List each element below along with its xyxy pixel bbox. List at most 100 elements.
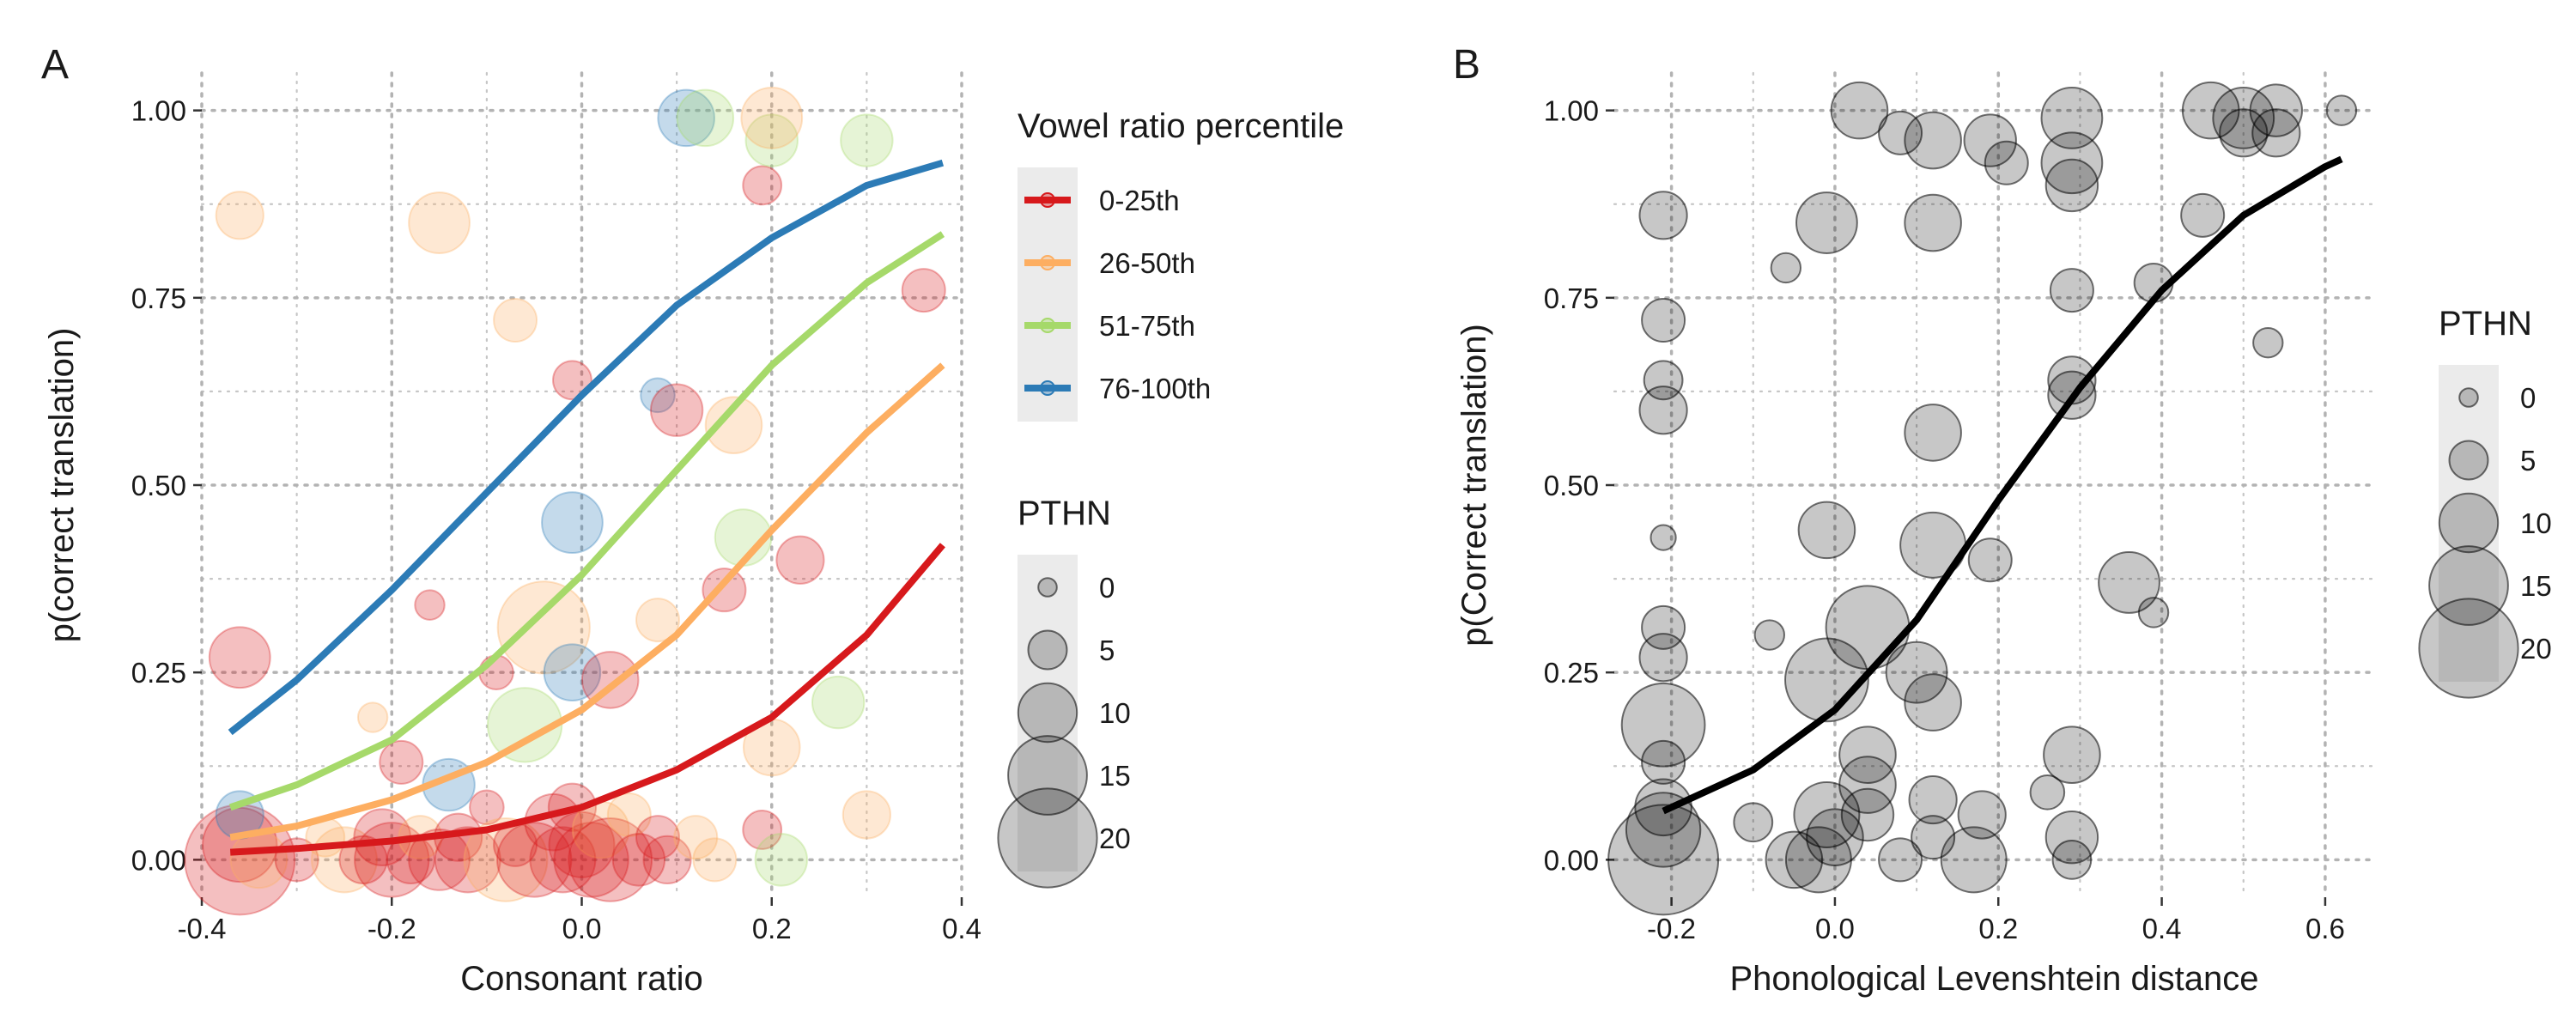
data-point bbox=[676, 88, 735, 148]
legend-size-circle bbox=[997, 787, 1098, 889]
data-point bbox=[1878, 110, 1923, 155]
x-tick-label: 0.2 bbox=[752, 913, 792, 944]
panel-b-legend: PTHN 0 5 10 15 20 bbox=[2418, 305, 2552, 699]
legend-title: PTHN bbox=[1018, 495, 1111, 532]
data-point bbox=[1641, 298, 1686, 343]
data-point bbox=[673, 815, 719, 860]
data-point bbox=[1838, 726, 1897, 784]
x-tick-label: 0.4 bbox=[2142, 913, 2182, 944]
data-point bbox=[775, 535, 825, 585]
data-point bbox=[1878, 837, 1923, 883]
x-tick-label: 0.4 bbox=[942, 913, 981, 944]
data-point bbox=[408, 828, 471, 891]
data-point bbox=[2137, 597, 2170, 628]
data-point bbox=[840, 113, 894, 167]
y-tick-label: 0.00 bbox=[1544, 844, 1599, 876]
data-point bbox=[548, 811, 616, 878]
legend-title: PTHN bbox=[2439, 305, 2532, 343]
data-point bbox=[1830, 81, 1889, 140]
data-point bbox=[469, 789, 505, 826]
data-point bbox=[1904, 404, 1962, 462]
x-tick-label: 0.0 bbox=[562, 913, 602, 944]
fit-line bbox=[1662, 155, 2343, 815]
data-point bbox=[1733, 802, 1774, 843]
data-point bbox=[742, 810, 783, 850]
data-point bbox=[1963, 113, 2017, 167]
data-point bbox=[1770, 252, 1802, 284]
data-point bbox=[2049, 268, 2094, 313]
data-point bbox=[2249, 83, 2304, 137]
legend-label: 5 bbox=[2520, 445, 2536, 477]
data-point bbox=[1638, 386, 1688, 435]
data-point bbox=[1885, 641, 1948, 704]
y-tick-label: 1.00 bbox=[131, 95, 186, 127]
data-point bbox=[1753, 619, 1786, 651]
legend-label: 26-50th bbox=[1099, 247, 1195, 279]
data-point bbox=[495, 822, 573, 898]
panel-a-legends: Vowel ratio percentile 0-25th 26-50th 51-75… bbox=[997, 107, 1344, 889]
data-point bbox=[2043, 726, 2101, 784]
data-point bbox=[692, 837, 738, 883]
data-point bbox=[541, 491, 604, 555]
data-point bbox=[568, 817, 653, 902]
data-point bbox=[1649, 524, 1677, 551]
data-point bbox=[1625, 792, 1702, 868]
data-point bbox=[754, 833, 809, 887]
data-point bbox=[1641, 739, 1686, 785]
legend-label: 10 bbox=[2520, 507, 2552, 539]
y-tick-label: 0.50 bbox=[131, 470, 186, 501]
legend-size-circle bbox=[1017, 682, 1078, 744]
data-point bbox=[434, 826, 501, 894]
data-point bbox=[744, 113, 799, 167]
legend-size-circle bbox=[2428, 545, 2509, 626]
data-point bbox=[1940, 826, 2008, 894]
data-point bbox=[2212, 86, 2275, 149]
data-point bbox=[379, 739, 424, 785]
data-point bbox=[704, 396, 763, 454]
data-point bbox=[543, 643, 602, 701]
data-point bbox=[657, 88, 715, 148]
data-point bbox=[702, 568, 747, 613]
y-tick-label: 1.00 bbox=[1544, 95, 1599, 127]
data-point bbox=[1908, 774, 1958, 825]
data-point bbox=[1840, 787, 1895, 842]
data-point bbox=[1806, 808, 1864, 866]
data-point bbox=[580, 651, 640, 709]
legend-swatch-dot bbox=[1040, 255, 1055, 270]
data-point bbox=[486, 687, 563, 763]
data-point bbox=[2252, 326, 2284, 359]
data-point bbox=[356, 701, 389, 733]
data-point bbox=[1904, 111, 1962, 170]
data-point bbox=[640, 377, 676, 414]
data-point bbox=[208, 626, 271, 689]
y-tick-label: 0.50 bbox=[1544, 470, 1599, 501]
legend-label: 0 bbox=[2520, 382, 2536, 414]
legend-label: 15 bbox=[1099, 760, 1131, 792]
y-axis-title: p(Correct translation) bbox=[1455, 324, 1493, 647]
data-point bbox=[2325, 94, 2358, 126]
data-point bbox=[1904, 673, 1962, 732]
x-tick-label: -0.2 bbox=[368, 913, 416, 944]
data-point bbox=[496, 580, 591, 675]
data-point bbox=[1620, 682, 1706, 768]
y-tick-label: 0.75 bbox=[1544, 282, 1599, 314]
legend-size-circle bbox=[1027, 629, 1068, 671]
panel-a-letter: A bbox=[41, 42, 69, 88]
data-point bbox=[2251, 108, 2301, 158]
x-tick-label: -0.2 bbox=[1647, 913, 1696, 944]
data-point bbox=[611, 833, 666, 887]
data-point bbox=[2180, 192, 2226, 238]
panel-b-plot: -0.2 0.0 0.2 0.4 0.6 0.00 0.25 0.50 0.75 1.00 Phon… bbox=[1455, 71, 2376, 998]
x-tick-label: 0.2 bbox=[1978, 913, 2018, 944]
data-point bbox=[635, 598, 680, 643]
data-point bbox=[2098, 551, 2160, 614]
data-point bbox=[408, 191, 471, 254]
data-point bbox=[1797, 501, 1856, 560]
data-point bbox=[1838, 756, 1897, 814]
legend-label: 51-75th bbox=[1099, 310, 1195, 342]
data-point bbox=[338, 835, 388, 884]
legend-size-circle bbox=[1037, 577, 1058, 598]
data-point bbox=[642, 835, 692, 884]
data-point bbox=[901, 268, 946, 313]
